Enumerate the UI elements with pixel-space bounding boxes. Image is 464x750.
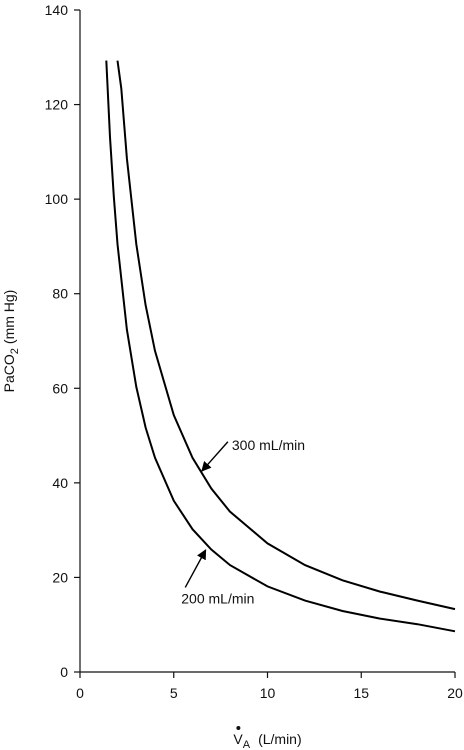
x-axis-label-sub: A [243, 739, 251, 750]
x-axis-label-main: V [233, 731, 243, 747]
series-label-1: 300 mL/min [232, 437, 305, 453]
y-tick-label-2: 40 [52, 475, 68, 491]
y-axis-label: PaCO2 (mm Hg) [1, 290, 21, 393]
y-tick-label-6: 120 [45, 97, 69, 113]
series-layer [105, 60, 456, 633]
series-line-0 [105, 60, 456, 633]
x-tick-label-2: 10 [260, 685, 276, 701]
y-tick-label-7: 140 [45, 2, 69, 18]
flow-dot-icon [236, 726, 241, 730]
y-tick-label-5: 100 [45, 191, 69, 207]
arrow-0 [184, 549, 207, 588]
y-axis-label-sub: 2 [9, 348, 21, 354]
x-tick-label-0: 0 [76, 685, 84, 701]
x-tick-label-1: 5 [170, 685, 178, 701]
y-tick-label-1: 20 [52, 569, 68, 585]
y-tick-label-0: 0 [60, 664, 68, 680]
x-axis-label-units: (L/min) [258, 731, 302, 747]
y-tick-label-4: 80 [52, 286, 68, 302]
x-tick-label-3: 15 [353, 685, 369, 701]
y-axis-label-units: (mm Hg) [1, 290, 17, 344]
x-tick-label-4: 20 [447, 685, 463, 701]
x-ticks: 0 5 10 15 20 [76, 672, 463, 701]
y-ticks: 0 20 40 60 80 100 120 140 [45, 2, 80, 680]
arrow-1 [201, 441, 229, 472]
series-label-0: 200 mL/min [181, 590, 254, 606]
x-axis-label: VA (L/min) [233, 731, 301, 750]
annotation-layer: 200 mL/min 300 mL/min [181, 437, 305, 607]
y-tick-label-3: 60 [52, 380, 68, 396]
series-line-1 [116, 60, 456, 611]
y-axis-label-main: PaCO [1, 354, 17, 392]
